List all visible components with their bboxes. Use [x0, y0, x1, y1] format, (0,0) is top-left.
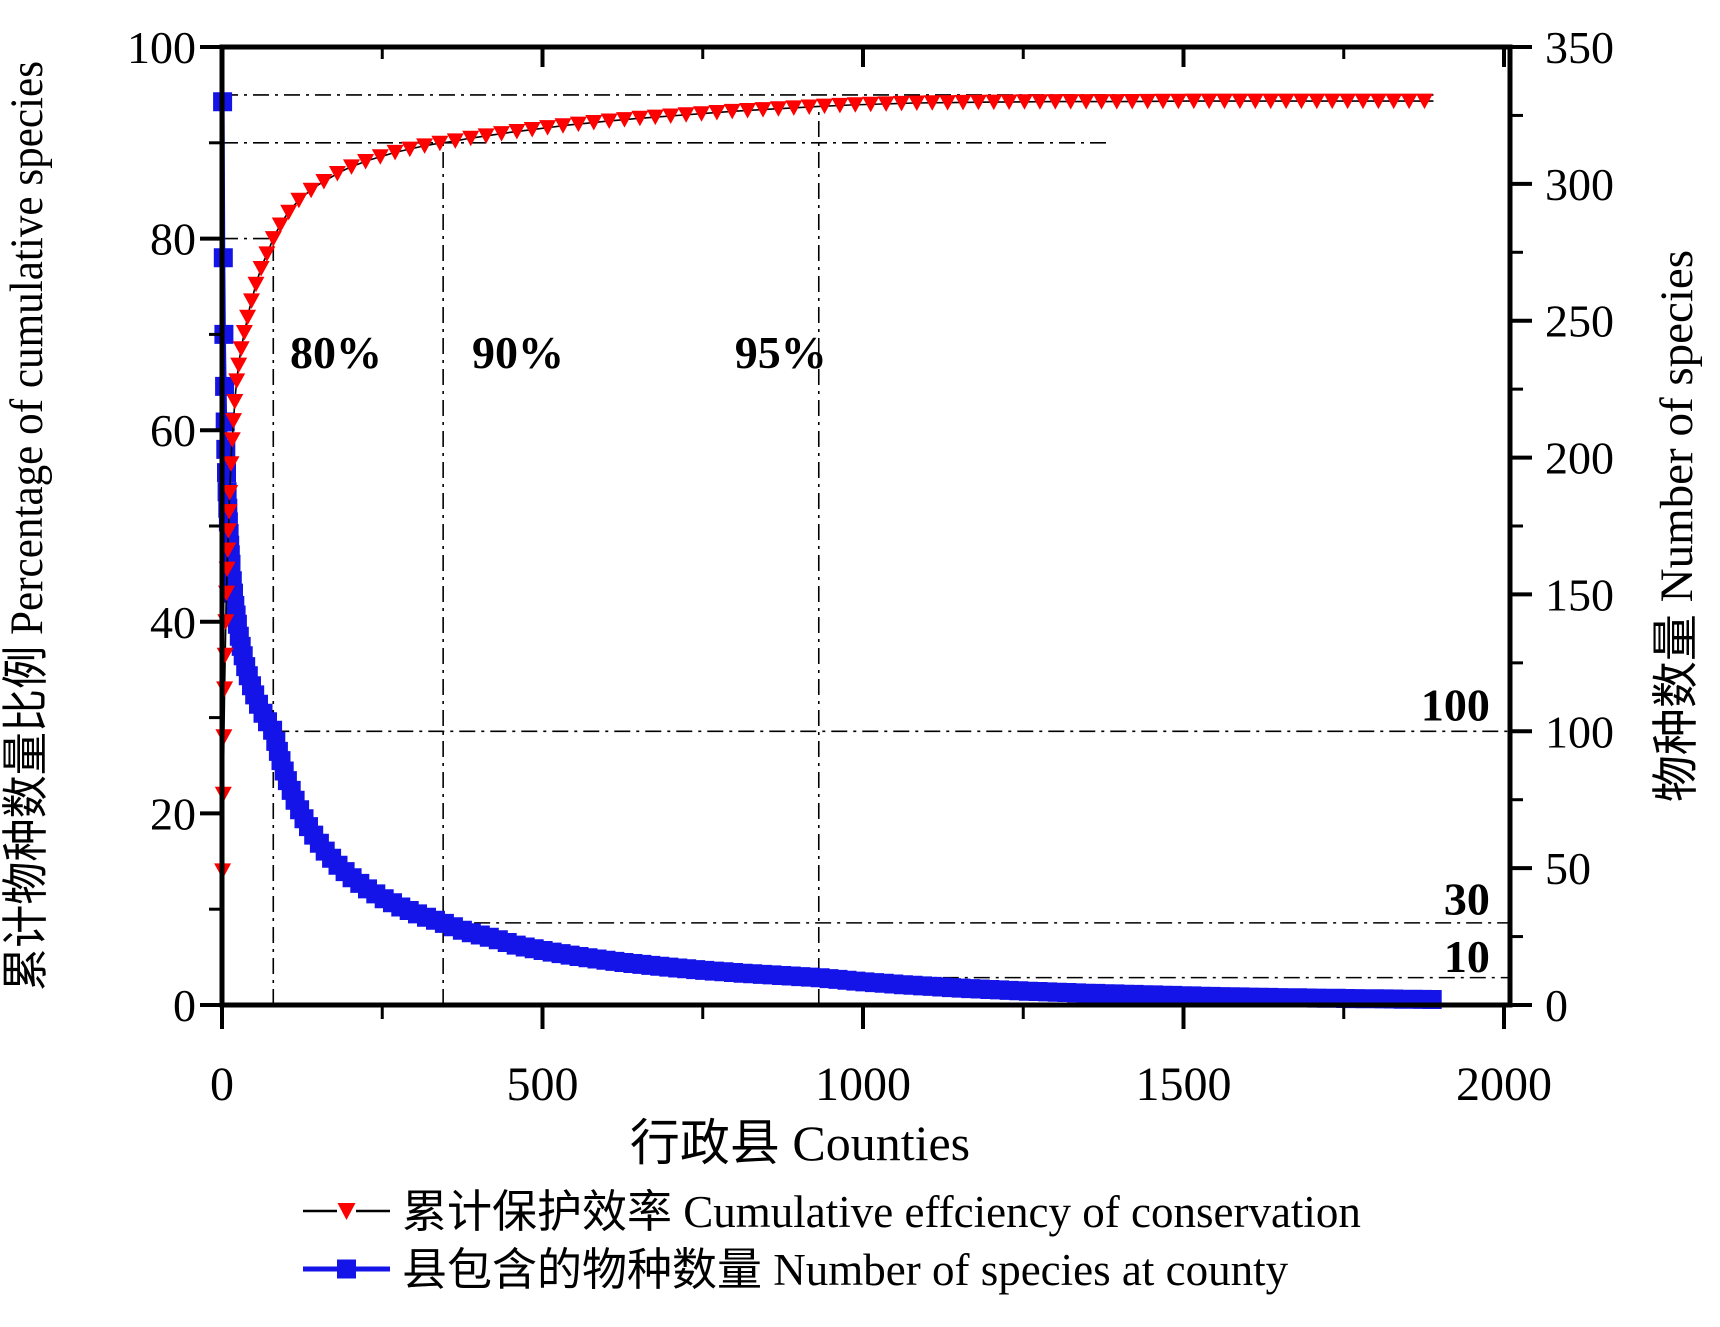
plot-border	[219, 44, 1513, 1008]
legend-label: 县包含的物种数量 Number of species at county	[402, 1245, 1289, 1295]
reference-lines	[222, 94, 1510, 1005]
threshold-annotation: 30	[1444, 874, 1490, 925]
threshold-annotation: 100	[1421, 679, 1490, 730]
left-axis-tick-label: 20	[150, 788, 196, 839]
threshold-annotation: 95%	[735, 327, 827, 378]
x-axis-tick-label: 1500	[1136, 1058, 1232, 1111]
blue-series-line	[220, 101, 1434, 1002]
right-axis-tick-label: 250	[1545, 296, 1614, 347]
right-axis-tick-label: 150	[1545, 569, 1614, 620]
left-axis-tick-label: 40	[150, 597, 196, 648]
legend-label: 累计保护效率 Cumulative effciency of conservat…	[402, 1187, 1361, 1237]
right-axis-tick-label: 100	[1545, 706, 1614, 757]
axis-ticks	[200, 45, 1532, 1029]
right-axis-tick-label: 350	[1545, 22, 1614, 73]
right-axis-tick-label: 300	[1545, 159, 1614, 210]
red-series-line	[221, 100, 1434, 871]
legend-item: 累计保护效率 Cumulative effciency of conservat…	[303, 1187, 1361, 1237]
left-axis-tick-label: 0	[173, 980, 196, 1031]
right-axis-tick-label: 0	[1545, 980, 1568, 1031]
x-axis-title: 行政县 Counties	[630, 1115, 970, 1171]
left-axis-title: 累计物种数量比例 Percentage of cumulative specie…	[1, 61, 53, 991]
legend: 累计保护效率 Cumulative effciency of conservat…	[303, 1187, 1361, 1295]
right-axis-tick-label: 50	[1545, 843, 1591, 894]
annotations: 80% 90% 95% 100 30 10	[290, 327, 1490, 982]
blue-series	[213, 92, 1442, 1009]
red-series	[214, 93, 1434, 879]
left-axis-tick-label: 80	[150, 214, 196, 265]
x-axis-tick-label: 2000	[1456, 1058, 1552, 1111]
blue-series-markers	[213, 92, 1442, 1009]
legend-triangle-marker-icon	[337, 1203, 356, 1220]
threshold-annotation: 10	[1444, 931, 1490, 982]
red-series-markers	[214, 93, 1434, 879]
threshold-annotation: 90%	[472, 327, 564, 378]
x-axis-tick-label: 500	[507, 1058, 579, 1111]
left-axis-tick-label: 60	[150, 405, 196, 456]
right-axis-title: 物种数量 Number of species	[1651, 250, 1703, 802]
threshold-annotation: 80%	[290, 327, 382, 378]
left-axis-tick-label: 100	[127, 22, 196, 73]
legend-item: 县包含的物种数量 Number of species at county	[303, 1245, 1289, 1295]
legend-square-marker-icon	[337, 1259, 356, 1279]
x-axis-tick-label: 0	[210, 1058, 234, 1111]
x-axis-tick-label: 1000	[815, 1058, 911, 1111]
right-axis-tick-label: 200	[1545, 433, 1614, 484]
